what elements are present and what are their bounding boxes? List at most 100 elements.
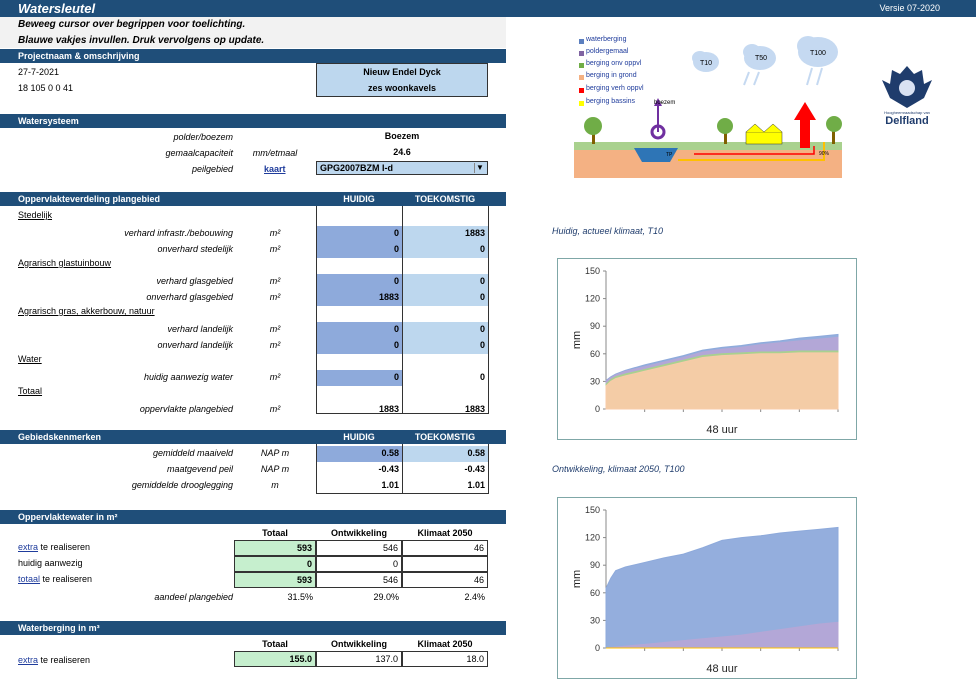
row-label: onverhard glasgebied: [146, 292, 233, 302]
y-tick-label: 150: [585, 266, 600, 276]
oppwater-totaal: 593: [234, 540, 316, 556]
row-label: verhard glasgebied: [156, 276, 233, 286]
toekomstig-input[interactable]: 0: [402, 290, 488, 306]
project-name: Nieuw Endel Dyck: [363, 67, 441, 77]
chart1-box: 0 30 60 90 120 150 48 uur mm: [557, 258, 857, 440]
oppwater-klimaat: [402, 556, 488, 572]
row-unit: m²: [269, 292, 281, 302]
y-tick-label: 120: [585, 294, 600, 304]
legend-poldergemaal: poldergemaal: [586, 48, 629, 55]
oppwater-label-text: huidig aanwezig: [18, 558, 83, 568]
y-tick-label: 150: [585, 505, 600, 515]
huidig-input[interactable]: 0: [316, 370, 402, 386]
oppwater-ontw: 546: [316, 540, 402, 556]
huidig-input[interactable]: 1883: [316, 290, 402, 306]
project-date: 27-7-2021: [18, 67, 60, 77]
section-header-project: Projectnaam & omschrijving: [0, 49, 506, 63]
col-divider: [402, 206, 403, 414]
y-tick-label: 0: [595, 404, 600, 414]
y-tick-label: 90: [590, 560, 600, 570]
instruction-line-2: Blauwe vakjes invullen. Druk vervolgens …: [18, 35, 265, 46]
peilgebied-value: GPG2007BZM I-d: [320, 163, 394, 173]
gebied-unit: NAP m: [260, 464, 290, 474]
peilgebied-label: peilgebied: [191, 164, 233, 174]
col-divider: [316, 444, 317, 494]
oppwater-link[interactable]: totaal: [18, 574, 41, 584]
waterberging-extra-link[interactable]: extra: [18, 655, 39, 665]
gebied-huidig: 1.01: [381, 480, 399, 490]
y-tick-label: 30: [590, 376, 600, 386]
gebied-table: gemiddeld maaiveld NAP m 0.58 0.58 maatgeven…: [0, 444, 506, 494]
toekomstig-input[interactable]: 0: [402, 338, 488, 354]
oppwater-row-label: extra te realiseren: [18, 542, 90, 552]
oppwater-col-ontwikkeling: Ontwikkeling: [330, 528, 387, 538]
gebied-huidig[interactable]: 0.58: [316, 446, 402, 462]
toekomstig-input: 0: [479, 372, 485, 382]
row-label: huidig aanwezig water: [143, 372, 233, 382]
boezem-label: boezem: [654, 100, 676, 106]
group-label: Water: [18, 354, 42, 364]
toekomstig-input[interactable]: 0: [402, 322, 488, 338]
x-axis-label: 48 uur: [706, 663, 738, 675]
cloud-t50-icon: [743, 44, 776, 70]
huidig-input[interactable]: 0: [316, 338, 402, 354]
toekomstig-input: 1883: [464, 404, 485, 414]
gemaalcapaciteit-unit: mm/etmaal: [252, 148, 298, 158]
watersystem-diagram: waterberging poldergemaal berging onv op…: [574, 30, 842, 180]
gebied-label: gemiddeld maaiveld: [152, 448, 233, 458]
y-tick-label: 60: [590, 588, 600, 598]
chart2-title: Ontwikkeling, klimaat 2050, T100: [552, 464, 685, 474]
chart1-svg: 0 30 60 90 120 150 48 uur mm: [571, 266, 839, 436]
gebied-unit: NAP m: [260, 448, 290, 458]
instruction-line-1: Beweeg cursor over begrippen voor toelic…: [18, 19, 246, 30]
row-label: verhard infrastr./bebouwing: [124, 228, 233, 238]
cloud-t100-label: T100: [810, 50, 826, 57]
tree-icon: [826, 116, 842, 144]
toekomstig-input[interactable]: 0: [402, 274, 488, 290]
huidig-input[interactable]: 0: [316, 226, 402, 242]
legend-berging-verh: berging verh oppvl: [586, 85, 644, 92]
huidig-input[interactable]: 0: [316, 242, 402, 258]
oppwater-klimaat: 46: [402, 540, 488, 556]
kaart-link[interactable]: kaart: [264, 164, 286, 174]
gebied-toekomstig: -0.43: [464, 464, 485, 474]
waterberging-col-klimaat: Klimaat 2050: [417, 639, 473, 649]
oppwater-ontw: 0: [316, 556, 402, 572]
huidig-input[interactable]: 0: [316, 322, 402, 338]
legend-swatch-poldergemaal: [579, 51, 584, 56]
gebied-toekomstig[interactable]: 0.58: [402, 446, 488, 462]
oppwater-klimaat: 46: [402, 572, 488, 588]
area-series-berging-in-grond: [605, 352, 839, 410]
legend-berging-bassins: berging bassins: [586, 98, 636, 105]
chevron-down-icon[interactable]: ▼: [474, 163, 485, 173]
row-unit: m²: [269, 324, 281, 334]
cloud-t100-icon: [797, 36, 838, 67]
toekomstig-input[interactable]: 0: [402, 242, 488, 258]
oppwater-row-label: totaal te realiseren: [18, 574, 92, 584]
logo-title: Delfland: [885, 115, 929, 127]
oppwater-ontw: 546: [316, 572, 402, 588]
tp-label: TP: [666, 152, 673, 158]
chart2-box: 0 30 60 90 120 150 48 uur mm: [557, 497, 857, 679]
gemaalcapaciteit-label: gemaalcapaciteit: [165, 148, 233, 158]
row-unit: m²: [269, 340, 281, 350]
y-tick-label: 120: [585, 533, 600, 543]
aandeel-totaal: 31.5%: [287, 592, 313, 602]
group-label: Agrarisch gras, akkerbouw, natuur: [18, 306, 155, 316]
section-header-waterberging: Waterberging in m³: [0, 621, 506, 635]
oppwater-col-totaal: Totaal: [262, 528, 288, 538]
peilgebied-select[interactable]: GPG2007BZM I-d ▼: [316, 161, 488, 175]
diagram-svg: [574, 36, 842, 178]
pct-label: 90%: [819, 151, 830, 157]
huidig-input[interactable]: 0: [316, 274, 402, 290]
section-header-gebied: Gebiedskenmerken HUIDIG TOEKOMSTIG: [0, 430, 506, 444]
legend-swatch-waterberging: [579, 39, 584, 44]
waterberging-ontw-value: 137.0: [316, 651, 402, 667]
polder-value: Boezem: [384, 131, 420, 141]
oppwater-link[interactable]: extra: [18, 542, 39, 552]
project-name-box[interactable]: Nieuw Endel Dyck zes woonkavels: [316, 63, 488, 97]
section-header-watersysteem: Watersysteem: [0, 114, 506, 128]
toekomstig-input[interactable]: 1883: [402, 226, 488, 242]
row-unit: m²: [269, 372, 281, 382]
waterberging-extra-label: te realiseren: [38, 655, 91, 665]
